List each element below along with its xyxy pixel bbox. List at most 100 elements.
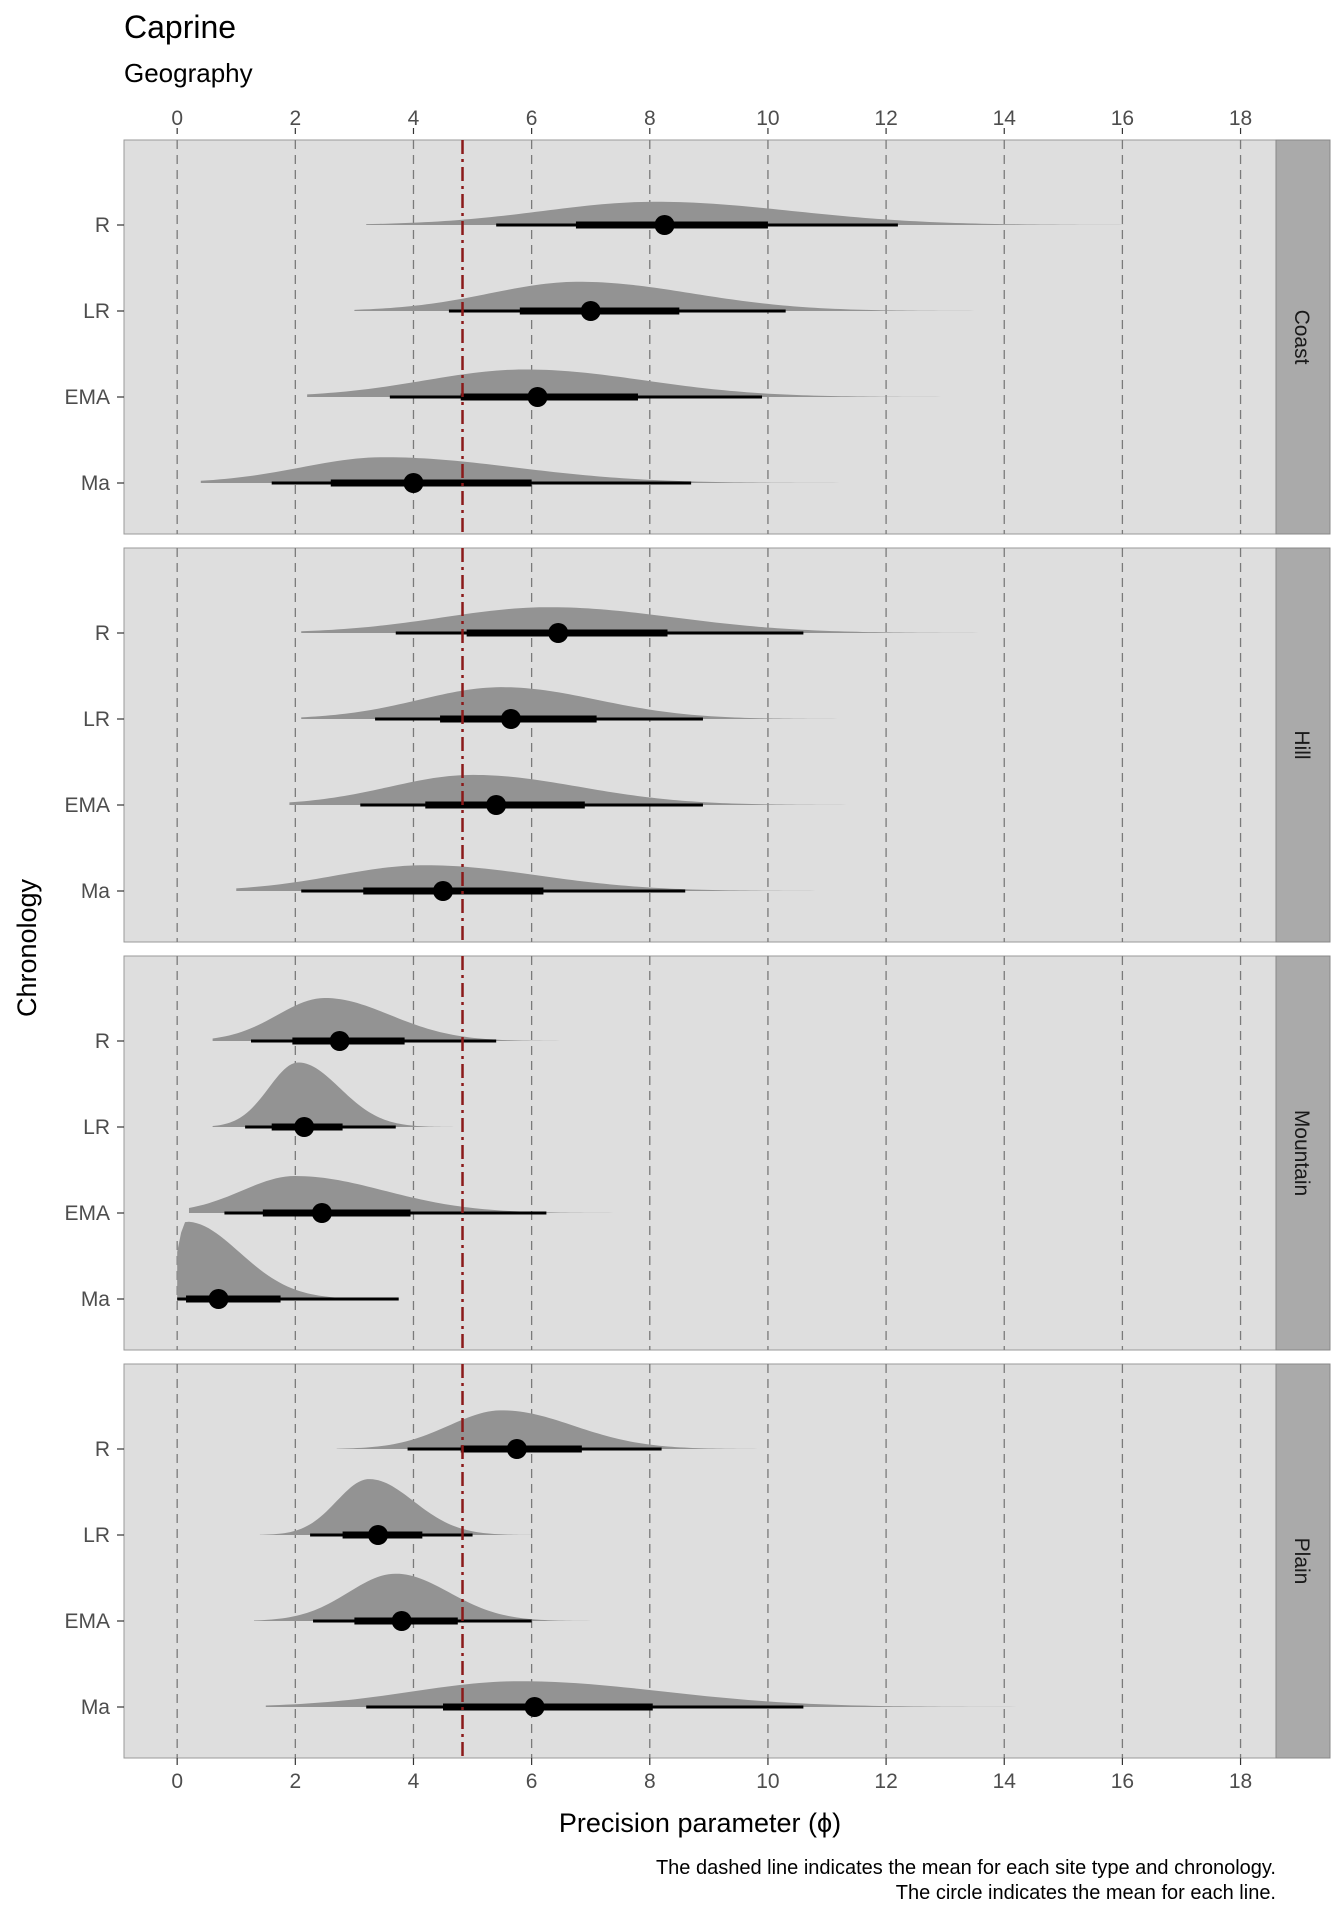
caption-line-1: The dashed line indicates the mean for e…: [656, 1857, 1276, 1879]
y-tick-label: LR: [83, 1116, 110, 1139]
density-slab: [259, 1479, 591, 1535]
x-tick-label-bottom: 6: [526, 1770, 538, 1793]
strip-label: Coast: [1290, 310, 1313, 365]
x-tick-label-top: 2: [289, 107, 301, 130]
x-tick-label-top: 16: [1111, 107, 1134, 130]
facet-strip: Plain: [1275, 1363, 1331, 1759]
strip-label: Mountain: [1290, 1110, 1313, 1196]
mean-point: [548, 623, 569, 643]
facet-strip: Mountain: [1275, 955, 1331, 1351]
x-tick-label-bottom: 16: [1111, 1770, 1134, 1793]
row-r: R: [95, 998, 709, 1053]
mean-point: [311, 1203, 332, 1223]
density-slab: [301, 687, 887, 719]
y-tick-label: Ma: [81, 1288, 110, 1311]
x-tick-label-top: 14: [993, 107, 1017, 130]
facet-mountain: Mountain R LR EMA Ma: [64, 955, 1331, 1351]
y-tick-label: Ma: [81, 1696, 110, 1719]
row-ema: EMA: [64, 1176, 768, 1225]
x-tick-label-bottom: 12: [874, 1770, 897, 1793]
x-tick-label-bottom: 10: [756, 1770, 779, 1793]
strip-background: [1275, 139, 1331, 535]
x-axis-bottom: 0 2 4 6 8 10 12 14 16 18: [171, 1758, 1252, 1793]
strip-background: [1275, 955, 1331, 1351]
row-ma: Ma: [81, 1221, 650, 1311]
facet-strip: Coast: [1275, 139, 1331, 535]
y-tick-label: R: [95, 622, 110, 645]
mean-point: [403, 473, 424, 493]
strip-label: Plain: [1290, 1538, 1313, 1585]
mean-point: [580, 301, 601, 321]
y-tick-label: R: [95, 1030, 110, 1053]
row-lr: LR: [83, 1479, 591, 1547]
x-tick-label-top: 12: [874, 107, 897, 130]
facet-plain: Plain R LR EMA Ma: [64, 1363, 1331, 1759]
y-tick-label: EMA: [64, 794, 110, 817]
row-ma: Ma: [81, 865, 887, 903]
row-r: R: [95, 201, 1152, 237]
x-tick-label-top: 0: [171, 107, 183, 130]
facet-panels: CoastRLREMAMaHillRLREMAMaMountainRLREMAM…: [64, 139, 1331, 1759]
x-tick-label-bottom: 4: [408, 1770, 420, 1793]
x-tick-label-top: 18: [1229, 107, 1252, 130]
y-tick-label: EMA: [64, 1202, 110, 1225]
density-slab: [253, 1573, 680, 1621]
density-slab: [307, 369, 975, 397]
y-tick-label: R: [95, 1438, 110, 1461]
x-axis-title: Precision parameter (ϕ): [559, 1808, 841, 1838]
mean-point: [208, 1289, 229, 1309]
row-ema: EMA: [64, 774, 887, 817]
y-axis-title: Chronology: [12, 878, 42, 1017]
y-tick-label: LR: [83, 708, 110, 731]
row-ema: EMA: [64, 369, 975, 409]
y-tick-label: EMA: [64, 1610, 110, 1633]
x-tick-label-bottom: 18: [1229, 1770, 1252, 1793]
x-axis-top: 0 2 4 6 8 10 12 14 16 18: [171, 107, 1252, 134]
density-slab: [212, 998, 709, 1041]
row-ma: Ma: [81, 457, 946, 495]
row-ema: EMA: [64, 1573, 680, 1633]
density-slab: [366, 201, 1152, 225]
density-slab: [188, 1176, 768, 1213]
chart-subtitle: Geography: [124, 58, 253, 88]
density-slab: [301, 607, 1034, 633]
caption-line-2: The circle indicates the mean for each l…: [896, 1882, 1276, 1904]
row-lr: LR: [83, 687, 887, 731]
y-tick-label: LR: [83, 1524, 110, 1547]
x-tick-label-bottom: 14: [993, 1770, 1017, 1793]
panel-background: [123, 1363, 1277, 1759]
mean-point: [294, 1117, 315, 1137]
panel-background: [123, 547, 1277, 943]
density-slab: [265, 1681, 1093, 1707]
y-tick-label: LR: [83, 300, 110, 323]
x-tick-label-top: 4: [408, 107, 420, 130]
y-tick-label: R: [95, 214, 110, 237]
density-slab: [236, 865, 887, 891]
mean-point: [368, 1525, 389, 1545]
facet-strip: Hill: [1275, 547, 1331, 943]
row-lr: LR: [83, 281, 975, 323]
facet-coast: Coast R LR EMA Ma: [64, 139, 1331, 535]
y-tick-label: EMA: [64, 386, 110, 409]
x-tick-label-top: 10: [756, 107, 779, 130]
strip-background: [1275, 1363, 1331, 1759]
mean-point: [506, 1439, 527, 1459]
mean-point: [524, 1697, 545, 1717]
x-tick-label-top: 6: [526, 107, 538, 130]
x-tick-label-bottom: 2: [289, 1770, 301, 1793]
mean-point: [329, 1031, 350, 1051]
x-tick-label-top: 8: [644, 107, 656, 130]
y-tick-label: Ma: [81, 880, 110, 903]
chart-title: Caprine: [124, 9, 236, 45]
mean-point: [486, 795, 507, 815]
x-tick-label-bottom: 0: [171, 1770, 183, 1793]
mean-point: [654, 215, 675, 235]
density-slab: [336, 1410, 828, 1449]
facet-hill: Hill R LR EMA Ma: [64, 547, 1331, 943]
density-slab: [354, 281, 975, 311]
x-tick-label-bottom: 8: [644, 1770, 656, 1793]
y-tick-label: Ma: [81, 472, 110, 495]
strip-background: [1275, 547, 1331, 943]
density-slab: [200, 457, 946, 483]
